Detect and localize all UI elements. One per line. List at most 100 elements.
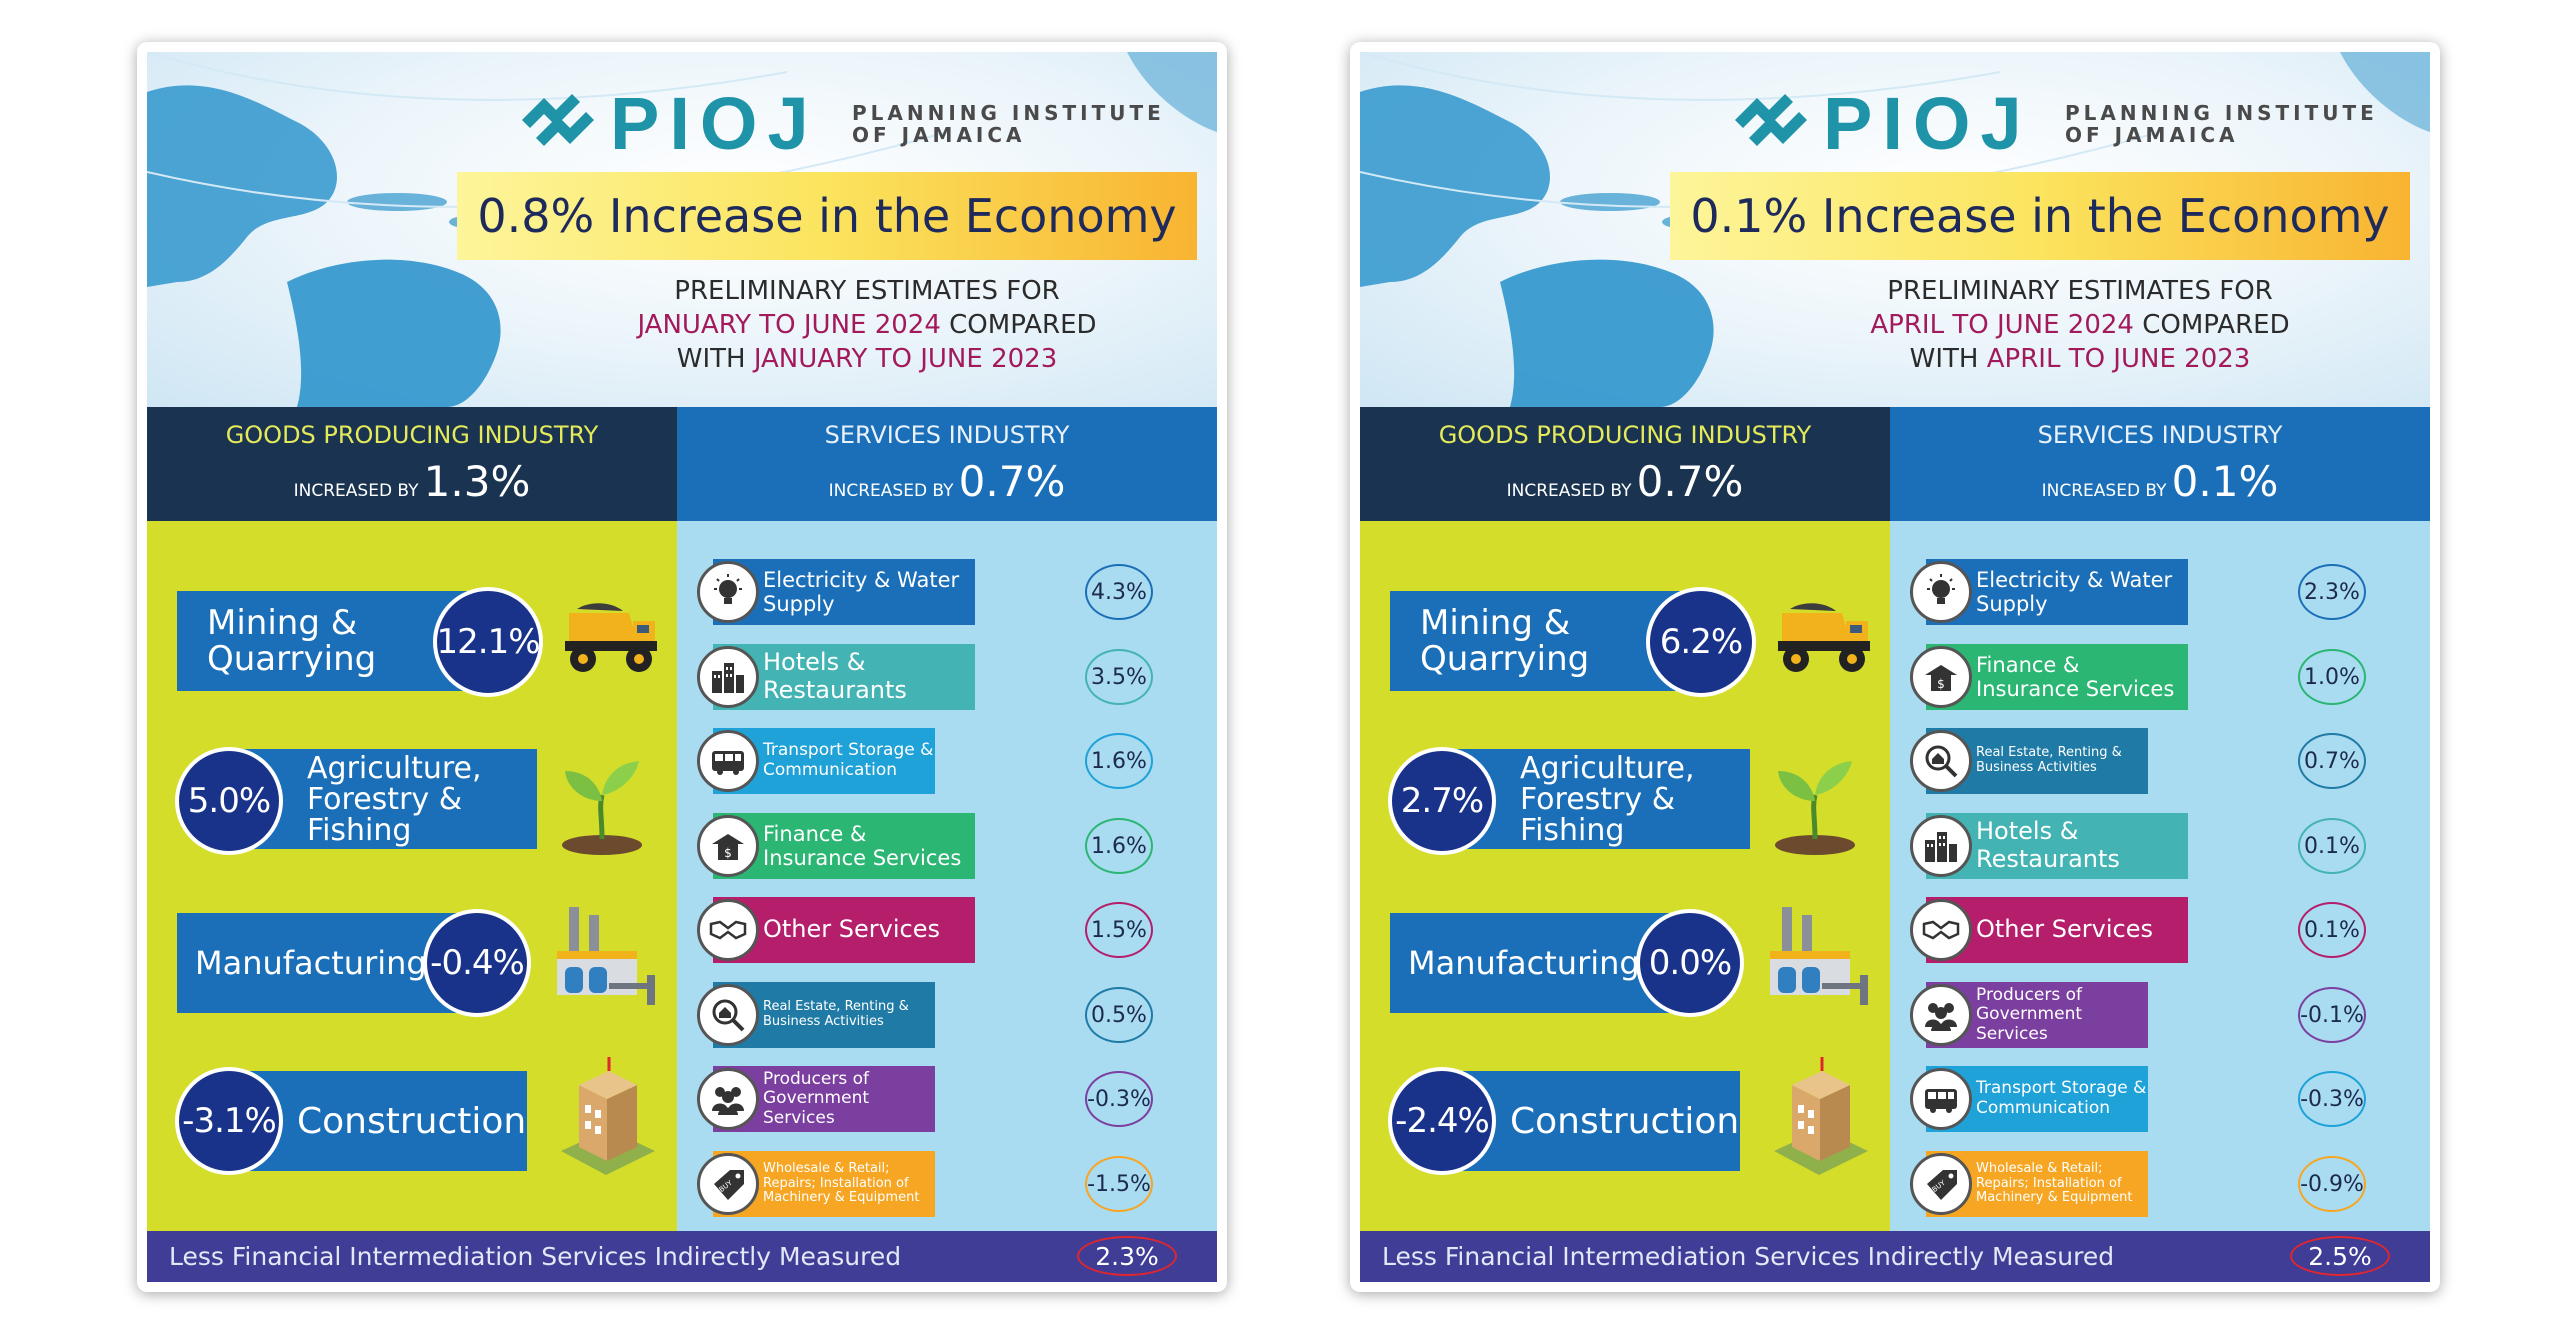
- world-map-background: PIOJ PLANNING INSTITUTE OF JAMAICA 0.8% …: [147, 52, 1217, 407]
- services-sector-label: Hotels & Restaurants: [1926, 813, 2188, 879]
- services-increased-label: INCREASED BY: [828, 481, 954, 501]
- buildings-icon: [697, 646, 759, 708]
- services-row: Real Estate, Renting & Business Activiti…: [677, 982, 1217, 1048]
- services-increase-value: 0.1%: [2171, 457, 2279, 506]
- infographic-card-apr-jun: PIOJ PLANNING INSTITUTE OF JAMAICA 0.1% …: [1350, 42, 2440, 1292]
- construction-value: -3.1%: [175, 1067, 283, 1175]
- goods-increased-label: INCREASED BY: [293, 481, 419, 501]
- services-sector-value: -0.1%: [2298, 987, 2366, 1043]
- goods-increase-value: 0.7%: [1636, 457, 1744, 506]
- people-icon: [697, 1068, 759, 1130]
- services-sectors-panel: Electricity & Water Supply 4.3% Hotels & R…: [677, 521, 1217, 1231]
- subtitle-with: WITH: [676, 344, 754, 374]
- plant-seedling-icon: [1775, 761, 1855, 855]
- services-sector-value: 1.6%: [1085, 733, 1153, 789]
- buy-tag-icon: BUY: [697, 1153, 759, 1215]
- buy-tag-icon: BUY: [1910, 1153, 1972, 1215]
- services-row: Other Services 1.5%: [677, 897, 1217, 963]
- goods-sectors-panel: Mining & Quarrying 6.2% Agriculture, For…: [1360, 521, 1890, 1231]
- svg-text:$: $: [724, 846, 732, 860]
- services-sector-value: 1.6%: [1085, 818, 1153, 874]
- services-row: Wholesale & Retail; Repairs; Installatio…: [1890, 1151, 2430, 1217]
- services-row: Finance & Insurance Services $1.0%: [1890, 644, 2430, 710]
- services-sector-value: 0.5%: [1085, 987, 1153, 1043]
- fisim-footer: Less Financial Intermediation Services I…: [147, 1231, 1217, 1282]
- agriculture-forestry-fishing-value: 2.7%: [1388, 747, 1496, 855]
- subtitle-compared: COMPARED: [2133, 310, 2290, 340]
- goods-sectors-panel: Mining & Quarrying 12.1% Agriculture, Fo…: [147, 521, 677, 1231]
- handshake-icon: [697, 899, 759, 961]
- agriculture-forestry-fishing-bar: Agriculture, Forestry & Fishing: [237, 749, 537, 849]
- manufacturing-bar: Manufacturing: [1390, 913, 1670, 1013]
- construction-value: -2.4%: [1388, 1067, 1496, 1175]
- bus-icon: [1910, 1068, 1972, 1130]
- real-estate-icon: [1910, 730, 1972, 792]
- services-industry-header: SERVICES INDUSTRY INCREASED BY 0.7%: [677, 407, 1217, 521]
- services-row: Electricity & Water Supply 4.3%: [677, 559, 1217, 625]
- mining-quarrying-value: 12.1%: [433, 587, 543, 697]
- services-sectors-panel: Electricity & Water Supply 2.3% Finance & …: [1890, 521, 2430, 1231]
- services-sector-label: Finance & Insurance Services: [1926, 644, 2188, 710]
- services-sector-value: -0.3%: [2298, 1071, 2366, 1127]
- world-map-background: PIOJ PLANNING INSTITUTE OF JAMAICA 0.1% …: [1360, 52, 2430, 407]
- subtitle-with: WITH: [1909, 344, 1987, 374]
- lightbulb-icon: [697, 561, 759, 623]
- buildings-icon: [1910, 815, 1972, 877]
- services-row: Other Services 0.1%: [1890, 897, 2430, 963]
- fisim-value: 2.5%: [2290, 1236, 2390, 1276]
- dump-truck-icon: [565, 603, 657, 672]
- services-sector-label: Transport Storage & Communication: [713, 728, 935, 794]
- goods-increased-label: INCREASED BY: [1506, 481, 1632, 501]
- real-estate-icon: [697, 984, 759, 1046]
- services-row: Wholesale & Retail; Repairs; Installatio…: [677, 1151, 1217, 1217]
- services-sector-value: -0.9%: [2298, 1156, 2366, 1212]
- fisim-value: 2.3%: [1077, 1236, 1177, 1276]
- agriculture-forestry-fishing-bar: Agriculture, Forestry & Fishing: [1450, 749, 1750, 849]
- services-sector-value: 1.0%: [2298, 649, 2366, 705]
- manufacturing-value: 0.0%: [1636, 909, 1744, 1017]
- goods-increase-value: 1.3%: [423, 457, 531, 506]
- factory-icon: [557, 907, 655, 1005]
- services-sector-value: 1.5%: [1085, 902, 1153, 958]
- headline-banner: 0.1% Increase in the Economy: [1670, 172, 2410, 260]
- services-sector-value: 0.1%: [2298, 902, 2366, 958]
- services-row: Electricity & Water Supply 2.3%: [1890, 559, 2430, 625]
- services-sector-label: Finance & Insurance Services: [713, 813, 975, 879]
- finance-icon: $: [697, 815, 759, 877]
- lightbulb-icon: [1910, 561, 1972, 623]
- services-industry-title: SERVICES INDUSTRY: [2037, 421, 2283, 449]
- services-sector-value: 0.7%: [2298, 733, 2366, 789]
- pioj-mark-icon: [1735, 94, 1807, 146]
- mining-quarrying-bar: Mining & Quarrying: [177, 591, 467, 691]
- logo-text: PIOJ: [1823, 82, 2032, 165]
- services-sector-value: 2.3%: [2298, 564, 2366, 620]
- services-sector-value: -1.5%: [1085, 1156, 1153, 1212]
- building-construction-icon: [561, 1057, 655, 1175]
- goods-industry-title: GOODS PRODUCING INDUSTRY: [1438, 421, 1812, 449]
- bus-icon: [697, 730, 759, 792]
- pioj-mark-icon: [522, 94, 594, 146]
- infographic-card-jan-jun: PIOJ PLANNING INSTITUTE OF JAMAICA 0.8% …: [137, 42, 1227, 1292]
- handshake-icon: [1910, 899, 1972, 961]
- subtitle-line1: PRELIMINARY ESTIMATES FOR: [1887, 276, 2273, 306]
- period-current: APRIL TO JUNE 2024: [1870, 310, 2134, 340]
- services-sector-value: 3.5%: [1085, 649, 1153, 705]
- period-previous: APRIL TO JUNE 2023: [1986, 344, 2251, 374]
- services-sector-value: 4.3%: [1085, 564, 1153, 620]
- fisim-label: Less Financial Intermediation Services I…: [1382, 1242, 2115, 1271]
- manufacturing-bar: Manufacturing: [177, 913, 457, 1013]
- building-construction-icon: [1774, 1057, 1868, 1175]
- headline-banner: 0.8% Increase in the Economy: [457, 172, 1197, 260]
- services-industry-title: SERVICES INDUSTRY: [824, 421, 1070, 449]
- period-current: JANUARY TO JUNE 2024: [637, 310, 941, 340]
- services-industry-header: SERVICES INDUSTRY INCREASED BY 0.1%: [1890, 407, 2430, 521]
- goods-industry-title: GOODS PRODUCING INDUSTRY: [225, 421, 599, 449]
- fisim-label: Less Financial Intermediation Services I…: [169, 1242, 902, 1271]
- logo-subtitle: PLANNING INSTITUTE OF JAMAICA: [2065, 101, 2378, 147]
- mining-quarrying-bar: Mining & Quarrying: [1390, 591, 1680, 691]
- services-row: Hotels & Restaurants 3.5%: [677, 644, 1217, 710]
- subtitle-compared: COMPARED: [940, 310, 1097, 340]
- construction-bar: Construction: [1450, 1071, 1740, 1171]
- services-row: Real Estate, Renting & Business Activiti…: [1890, 728, 2430, 794]
- subtitle-line1: PRELIMINARY ESTIMATES FOR: [674, 276, 1060, 306]
